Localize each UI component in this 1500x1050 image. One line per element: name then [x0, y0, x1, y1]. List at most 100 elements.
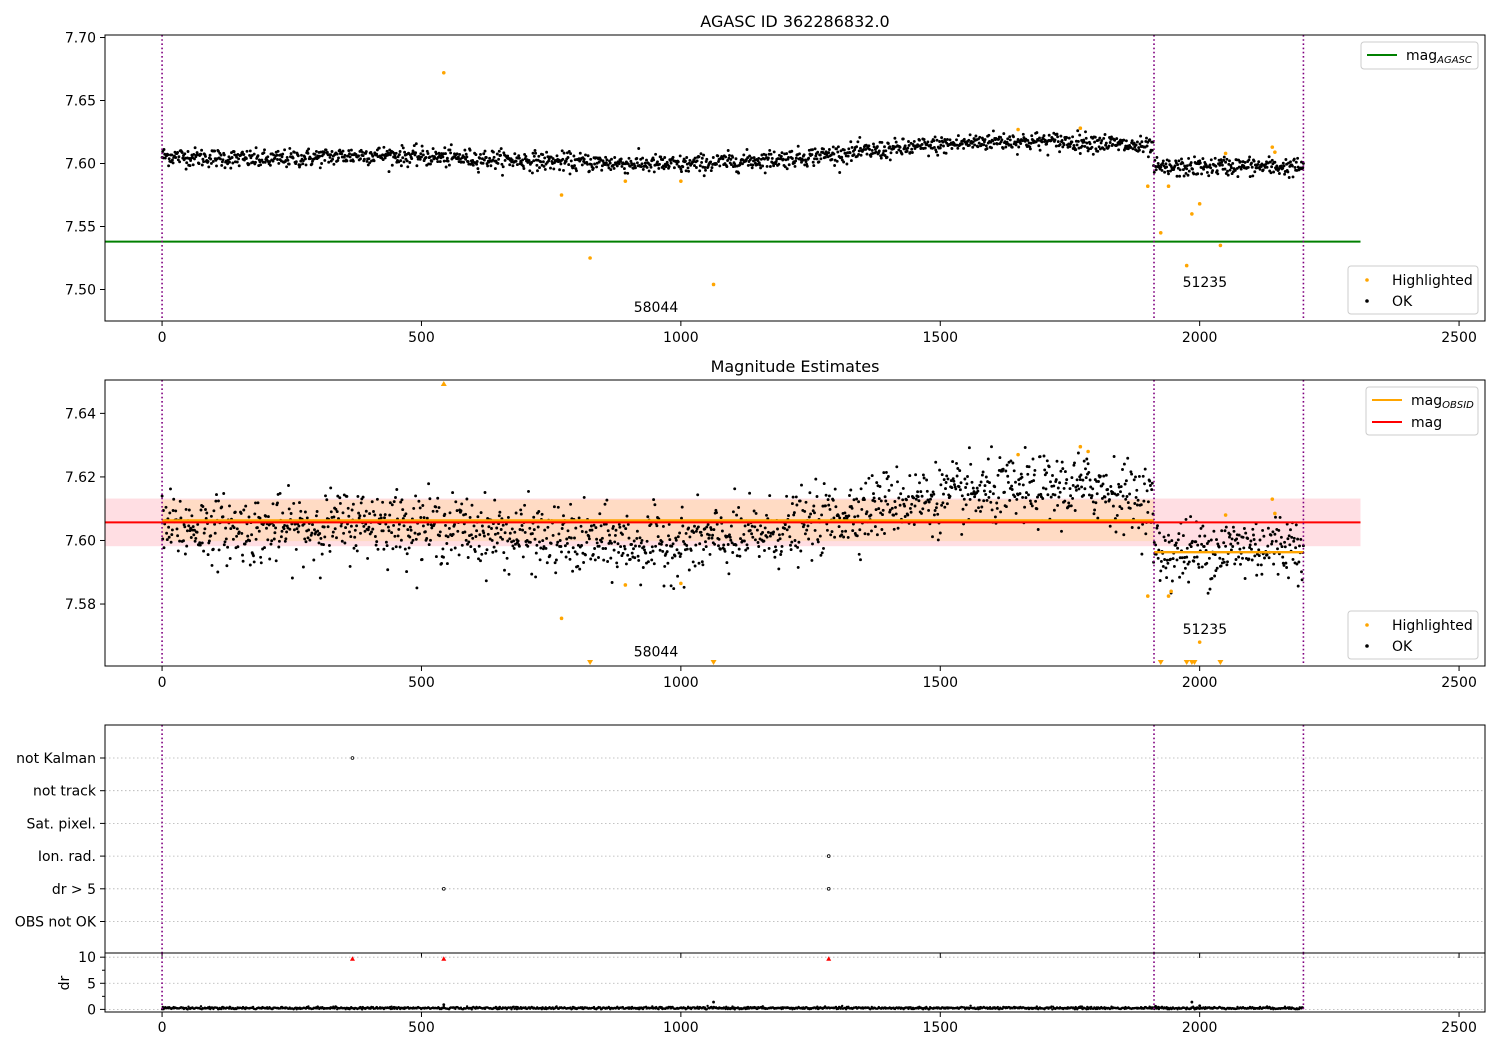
estimates-ok-point	[368, 512, 372, 516]
estimates-ok-point	[542, 545, 546, 549]
estimates-ok-point	[1019, 472, 1023, 476]
estimates-ok-point	[605, 498, 609, 502]
agasc-ok-point	[1096, 149, 1100, 153]
agasc-ok-point	[184, 167, 188, 171]
estimates-ok-point	[1174, 541, 1178, 545]
agasc-xtick-label: 2500	[1441, 330, 1477, 346]
estimates-ok-point	[1032, 473, 1036, 477]
estimates-ok-point	[1119, 490, 1122, 494]
estimates-ok-point	[495, 541, 499, 545]
agasc-ok-point	[535, 163, 539, 167]
estimates-ok-point	[1215, 538, 1218, 542]
estimates-ok-point	[1042, 454, 1046, 458]
estimates-ok-point	[1285, 522, 1289, 526]
estimates-ok-point	[279, 535, 283, 539]
estimates-ok-point	[1253, 554, 1257, 558]
estimates-ok-point	[244, 504, 248, 508]
estimates-ok-point	[568, 557, 572, 561]
agasc-ok-point	[852, 153, 856, 157]
estimates-ok-point	[493, 498, 497, 502]
agasc-ok-point	[424, 156, 428, 159]
estimates-ok-point	[774, 548, 778, 552]
estimates-ok-point	[213, 531, 217, 535]
estimates-offscale-low-marker	[710, 660, 717, 665]
agasc-ok-point	[331, 157, 335, 161]
agasc-ok-point	[976, 145, 980, 149]
estimates-ok-point	[1202, 545, 1206, 548]
estimates-ok-point	[873, 525, 877, 529]
estimates-ok-point	[1157, 548, 1161, 552]
agasc-ok-point	[1216, 172, 1220, 176]
estimates-ok-point	[739, 537, 742, 541]
estimates-ok-point	[1095, 492, 1099, 496]
estimates-ok-point	[467, 540, 471, 544]
estimates-ok-point	[1010, 484, 1014, 488]
agasc-ok-point	[842, 148, 846, 152]
agasc-ok-point	[254, 146, 258, 150]
flags-category-label: not Kalman	[16, 751, 96, 767]
agasc-ok-point	[421, 153, 425, 157]
estimates-ok-point	[1169, 557, 1172, 561]
estimates-ok-point	[991, 492, 995, 496]
estimates-ok-point	[1087, 470, 1091, 474]
estimates-ok-point	[1296, 584, 1300, 588]
agasc-ok-point	[1102, 147, 1106, 151]
estimates-ok-point	[1273, 532, 1277, 536]
agasc-ok-point	[725, 165, 729, 169]
estimates-ok-point	[456, 529, 460, 533]
estimates-ok-point	[1242, 546, 1246, 550]
agasc-ok-point	[366, 163, 370, 167]
estimates-ok-point	[555, 543, 559, 547]
agasc-ok-point	[746, 156, 750, 160]
agasc-ok-point	[437, 151, 441, 155]
agasc-ok-point	[362, 157, 366, 161]
estimates-ok-point	[382, 547, 386, 551]
estimates-ok-point	[1214, 569, 1218, 573]
estimates-ok-point	[1080, 485, 1084, 489]
estimates-ok-point	[1121, 494, 1125, 498]
estimates-ok-point	[1032, 479, 1036, 483]
agasc-ok-point	[254, 160, 257, 164]
agasc-ok-point	[1301, 161, 1305, 165]
agasc-ok-point	[798, 152, 801, 156]
agasc-highlighted-point	[588, 256, 592, 260]
estimates-ok-point	[1124, 479, 1128, 483]
estimates-ok-point	[1287, 534, 1291, 538]
estimates-ok-point	[1021, 483, 1025, 487]
agasc-ok-point	[1220, 160, 1224, 164]
agasc-ok-point	[923, 146, 927, 150]
agasc-ytick-label: 7.65	[65, 94, 96, 110]
agasc-ok-point	[1270, 165, 1274, 169]
agasc-ok-point	[628, 164, 632, 168]
estimates-ok-point	[280, 529, 284, 533]
agasc-ok-point	[697, 155, 701, 159]
estimates-ok-point	[560, 527, 564, 530]
agasc-ok-point	[1062, 143, 1066, 147]
estimates-ok-point	[492, 545, 496, 549]
estimates-ok-point	[256, 501, 260, 505]
estimates-ok-point	[879, 511, 883, 515]
agasc-ok-point	[558, 168, 562, 172]
estimates-ok-point	[490, 538, 494, 542]
agasc-ok-point	[865, 152, 869, 156]
agasc-ok-point	[827, 151, 831, 155]
agasc-ok-point	[397, 153, 401, 157]
estimates-ok-point	[589, 557, 593, 561]
estimates-ok-point	[1196, 562, 1200, 566]
agasc-ok-point	[501, 173, 504, 177]
estimates-ok-point	[534, 575, 538, 579]
estimates-ok-point	[858, 528, 862, 532]
estimates-ok-point	[355, 549, 359, 553]
agasc-ok-point	[1004, 145, 1008, 149]
agasc-ok-point	[256, 154, 260, 158]
estimates-ok-point	[912, 496, 916, 500]
estimates-ok-point	[746, 546, 750, 550]
estimates-ok-point	[309, 533, 313, 537]
estimates-ok-point	[553, 561, 557, 565]
estimates-ok-point	[1270, 539, 1274, 543]
agasc-ok-point	[501, 165, 505, 169]
estimates-ok-point	[373, 535, 377, 538]
agasc-ok-point	[396, 155, 400, 159]
estimates-ok-point	[318, 532, 322, 535]
estimates-ok-point	[495, 526, 499, 530]
